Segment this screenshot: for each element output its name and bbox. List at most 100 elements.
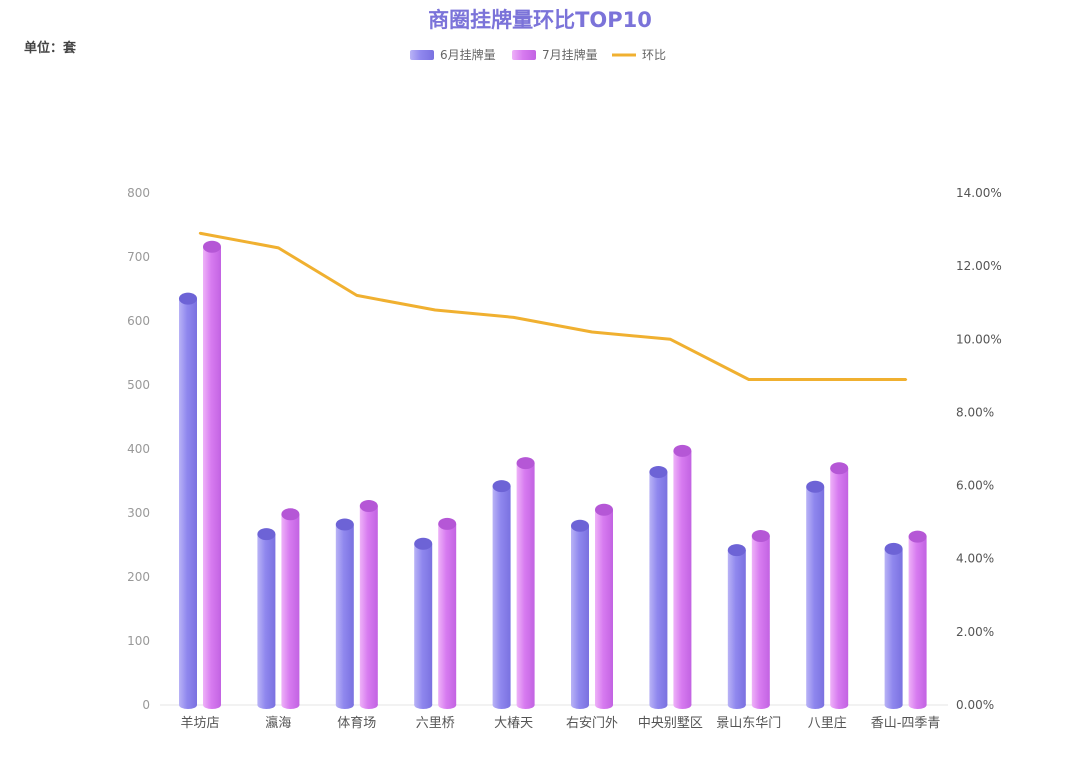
line-point — [355, 294, 358, 297]
y-right-tick-label: 8.00% — [956, 405, 994, 419]
bar-july — [281, 514, 300, 705]
y-left-tick-label: 200 — [127, 570, 150, 584]
bar-june — [727, 550, 746, 705]
bar-base — [281, 701, 300, 709]
bar-base — [335, 701, 354, 709]
bar-base — [806, 701, 825, 709]
y-left-tick-label: 0 — [142, 698, 150, 712]
y-left-tick-label: 400 — [127, 442, 150, 456]
line-point — [277, 246, 280, 250]
bar-top-cap — [281, 508, 300, 521]
bar-base — [257, 701, 276, 709]
bar-top-cap — [908, 530, 927, 543]
bar-base — [438, 701, 457, 709]
x-tick-label: 瀛海 — [265, 715, 291, 731]
bar-base — [884, 701, 903, 709]
bar-july — [908, 536, 927, 705]
line-point — [590, 330, 594, 334]
line-point — [747, 378, 750, 381]
y-axis-right: 0.00% 2.00% 4.00% 6.00% 8.00% 10.00% 12.00% 14.… — [956, 186, 1002, 712]
y-right-tick-label: 10.00% — [956, 332, 1002, 346]
y-right-tick-label: 12.00% — [956, 259, 1002, 273]
bar-june — [335, 524, 354, 705]
y-right-tick-label: 2.00% — [956, 625, 994, 639]
bar-top-cap — [335, 518, 354, 531]
bar-june — [257, 534, 276, 705]
bar-july — [595, 509, 613, 705]
x-tick-label: 香山-四季青 — [871, 716, 941, 731]
x-tick-label: 八里庄 — [808, 715, 847, 731]
bar-top-cap — [806, 480, 825, 493]
x-tick-label: 羊坊店 — [180, 715, 219, 731]
bar-july — [751, 536, 770, 705]
bar-june — [492, 486, 511, 705]
bar-top-cap — [492, 480, 511, 493]
bar-base — [516, 701, 535, 709]
legend-label: 6月挂牌量 — [440, 48, 496, 62]
y-left-tick-label: 300 — [127, 506, 150, 520]
legend-swatch-june — [410, 50, 434, 60]
bar-top-cap — [673, 444, 692, 457]
bar-top-cap — [438, 517, 457, 530]
bar-top-cap — [649, 466, 668, 479]
bar-top-cap — [727, 544, 746, 557]
line-series-group — [198, 231, 908, 382]
bar-top-cap — [751, 530, 770, 543]
bar-july — [203, 246, 221, 705]
y-right-tick-label: 14.00% — [956, 186, 1002, 200]
line-point — [434, 308, 437, 312]
y-left-tick-label: 100 — [127, 634, 150, 648]
bar-base — [359, 701, 378, 709]
bar-june — [179, 298, 197, 705]
bar-top-cap — [571, 519, 589, 532]
bar-base — [908, 701, 927, 709]
line-point — [826, 378, 829, 381]
y-right-tick-label: 6.00% — [956, 479, 994, 493]
bar-top-cap — [414, 537, 433, 550]
bar-june — [806, 486, 825, 705]
line-point — [512, 316, 515, 319]
bar-base — [492, 701, 511, 709]
bar-july — [516, 463, 535, 705]
bar-top-cap — [884, 542, 903, 555]
y-left-tick-label: 800 — [127, 186, 150, 200]
bar-base — [595, 701, 613, 709]
bar-top-cap — [359, 499, 378, 512]
x-tick-label: 中央别墅区 — [638, 716, 703, 731]
bar-top-cap — [516, 457, 535, 470]
x-tick-label: 景山东华门 — [716, 716, 781, 731]
line-point — [904, 378, 908, 381]
bar-june — [649, 472, 668, 705]
legend-swatch-july — [512, 50, 536, 60]
y-left-tick-label: 600 — [127, 314, 150, 328]
bar-june — [884, 548, 903, 705]
bar-july — [673, 450, 692, 705]
bar-top-cap — [595, 503, 613, 516]
bar-july — [359, 505, 378, 705]
legend-label: 环比 — [642, 48, 666, 62]
bar-base — [830, 701, 849, 709]
bar-top-cap — [179, 292, 197, 305]
bar-base — [649, 701, 668, 709]
bars-group — [179, 240, 927, 709]
y-axis-left: 0 100 200 300 400 500 600 700 800 — [127, 186, 948, 712]
line-series-huanbi — [199, 231, 906, 382]
bar-june — [414, 543, 433, 705]
x-tick-label: 大椿天 — [494, 716, 533, 731]
bar-top-cap — [830, 462, 849, 475]
line-point — [669, 338, 672, 341]
bar-base — [414, 701, 433, 709]
y-left-tick-label: 500 — [127, 378, 150, 392]
legend-label: 7月挂牌量 — [542, 48, 598, 62]
bar-top-cap — [257, 528, 276, 541]
bar-july — [438, 523, 457, 705]
y-left-tick-label: 700 — [127, 250, 150, 264]
bar-july — [830, 468, 849, 705]
x-tick-label: 体育场 — [337, 715, 376, 731]
bar-top-cap — [203, 240, 221, 253]
x-tick-label: 六里桥 — [416, 716, 455, 731]
x-tick-label: 右安门外 — [566, 716, 618, 731]
unit-label: 单位：套 — [24, 41, 77, 56]
legend: 6月挂牌量 7月挂牌量 环比 — [410, 48, 666, 62]
